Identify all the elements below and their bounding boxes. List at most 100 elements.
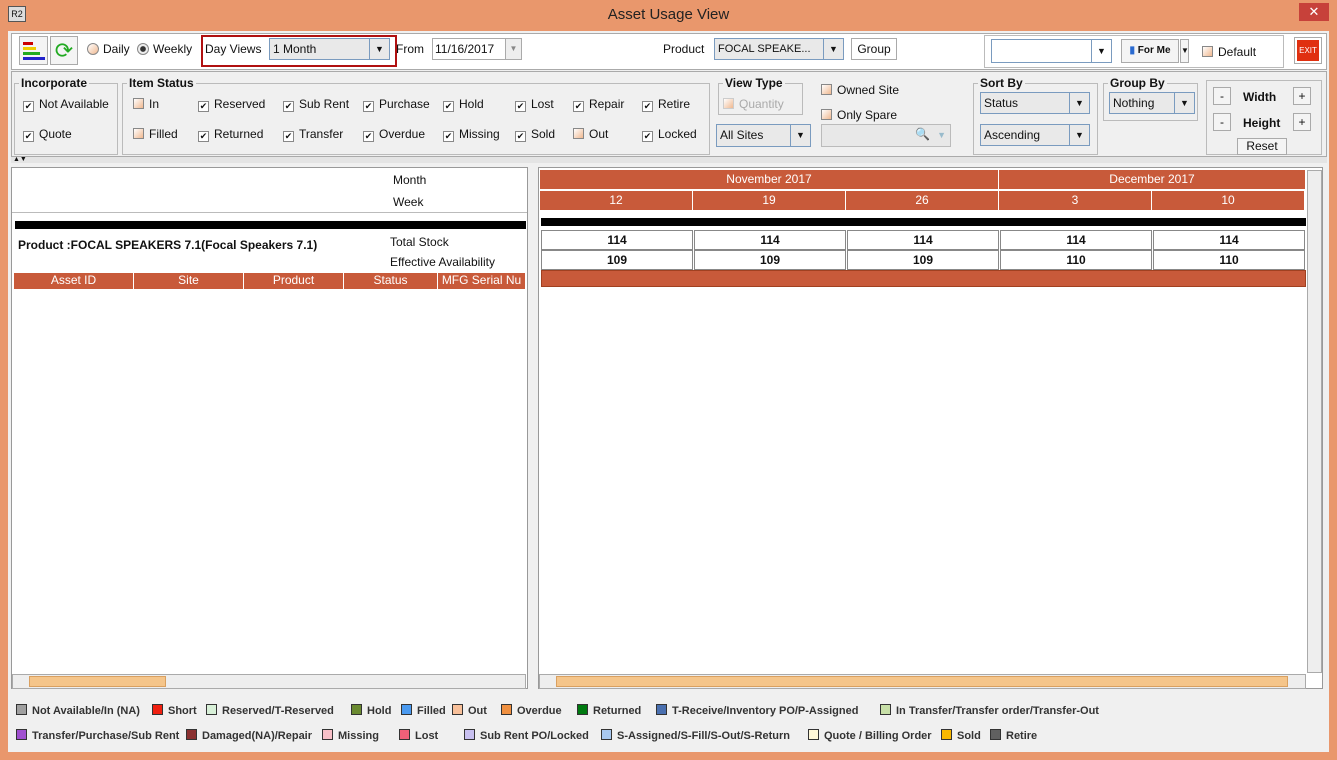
group-button[interactable]: Group	[851, 38, 897, 60]
status-checkbox[interactable]: ✔ Lost	[515, 97, 554, 112]
save-icon: ▮	[1129, 45, 1135, 56]
checkbox-label: Hold	[459, 97, 484, 111]
only-spare-checkbox[interactable]: Only Spare	[821, 108, 897, 122]
legend-item: T-Receive/Inventory PO/P-Assigned	[656, 704, 858, 717]
for-me-dropdown[interactable]: ▼	[1180, 39, 1189, 63]
status-checkbox[interactable]: ✔ Overdue	[363, 127, 426, 142]
column-header-asset-id[interactable]: Asset ID	[14, 273, 134, 289]
spare-select[interactable]: 🔍 ▼	[821, 124, 951, 147]
column-header-site[interactable]: Site	[134, 273, 244, 289]
preset-select[interactable]: ▼	[991, 39, 1112, 63]
sites-select[interactable]: All Sites ▼	[716, 124, 811, 147]
chevron-down-icon: ▼	[790, 125, 810, 146]
status-checkbox[interactable]: ✔ Missing	[443, 127, 500, 142]
from-date-input[interactable]: 11/16/2017 ▼	[432, 38, 522, 60]
legend-label: Overdue	[517, 705, 562, 717]
height-plus-button[interactable]: +	[1293, 113, 1311, 131]
status-checkbox[interactable]: ✔ Locked	[642, 127, 697, 142]
incorporate-group: Incorporate	[14, 76, 118, 155]
column-header-mfg-serial[interactable]: MFG Serial Nu	[438, 273, 526, 289]
sort-order-select[interactable]: Ascending ▼	[980, 124, 1090, 146]
status-checkbox[interactable]: ✔ Sub Rent	[283, 97, 350, 112]
total-stock-cell: 114	[694, 230, 846, 250]
column-header-product[interactable]: Product	[244, 273, 344, 289]
status-checkbox[interactable]: ✔ Returned	[198, 127, 264, 142]
weekly-label: Weekly	[153, 42, 193, 56]
legend-swatch	[501, 704, 512, 715]
status-checkbox[interactable]: ✔ Retire	[642, 97, 691, 112]
legend-item: Transfer/Purchase/Sub Rent	[16, 729, 179, 742]
legend-label: Lost	[415, 730, 439, 742]
legend-item: In Transfer/Transfer order/Transfer-Out	[880, 704, 1099, 717]
sort-field-select[interactable]: Status ▼	[980, 92, 1090, 114]
owned-site-checkbox[interactable]: Owned Site	[821, 83, 899, 97]
status-checkbox[interactable]: Filled	[133, 127, 178, 141]
product-select[interactable]: FOCAL SPEAKE... ▼	[714, 38, 844, 60]
daily-radio[interactable]: Daily	[87, 42, 130, 56]
status-checkbox[interactable]: ✔ Purchase	[363, 97, 430, 112]
default-label: Default	[1218, 45, 1257, 59]
width-plus-button[interactable]: +	[1293, 87, 1311, 105]
column-header-status[interactable]: Status	[344, 273, 438, 289]
left-horizontal-scrollbar[interactable]	[12, 674, 526, 689]
checkbox-label: Filled	[149, 127, 178, 141]
legend-label: T-Receive/Inventory PO/P-Assigned	[672, 705, 859, 717]
right-vertical-scrollbar[interactable]	[1307, 170, 1322, 673]
width-minus-button[interactable]: -	[1213, 87, 1231, 105]
product-label: Product	[663, 42, 705, 56]
status-checkbox[interactable]: ✔ Sold	[515, 127, 556, 142]
quantity-checkbox[interactable]: Quantity	[723, 97, 784, 111]
week-header: 26	[846, 191, 999, 210]
incorporate-title: Incorporate	[19, 76, 90, 90]
status-checkbox[interactable]: ✔ Hold	[443, 97, 484, 112]
usage-bar	[541, 270, 1306, 287]
availability-cell: 110	[1153, 250, 1305, 270]
exit-button[interactable]: EXIT	[1294, 37, 1322, 64]
date-dropdown-icon[interactable]: ▼	[505, 39, 521, 59]
checkbox-label: Repair	[589, 97, 625, 111]
total-stock-cell: 114	[541, 230, 693, 250]
legend-item: Missing	[322, 729, 379, 742]
legend-label: Short	[168, 705, 197, 717]
default-checkbox[interactable]: Default	[1202, 45, 1256, 59]
legend-item: Not Available/In (NA)	[16, 704, 140, 717]
legend-item: S-Assigned/S-Fill/S-Out/S-Return	[601, 729, 790, 742]
daily-label: Daily	[103, 42, 130, 56]
close-button[interactable]: ✕	[1299, 3, 1329, 21]
legend-item: Quote / Billing Order	[808, 729, 932, 742]
exit-icon: EXIT	[1297, 40, 1319, 61]
status-checkbox[interactable]: ✔ Reserved	[198, 97, 266, 112]
checkbox-label: Purchase	[379, 97, 430, 111]
group-by-value: Nothing	[1113, 96, 1155, 110]
height-minus-button[interactable]: -	[1213, 113, 1231, 131]
splitter-handle[interactable]: ▲▼	[11, 156, 1327, 163]
status-checkbox[interactable]: In	[133, 97, 159, 111]
incorporate-checkbox[interactable]: ✔ Not Available	[23, 97, 109, 112]
legend-item: Lost	[399, 729, 438, 742]
legend-item: Retire	[990, 729, 1037, 742]
group-by-select[interactable]: Nothing ▼	[1109, 92, 1195, 114]
item-status-title: Item Status	[127, 76, 196, 90]
day-views-select[interactable]: 1 Month ▼	[269, 38, 390, 60]
week-header: 12	[540, 191, 693, 210]
sort-field-value: Status	[984, 96, 1019, 110]
checkbox-label: Quote	[39, 127, 72, 141]
reset-button[interactable]: Reset	[1237, 138, 1287, 155]
chevron-down-icon: ▼	[369, 39, 389, 59]
week-header: 3	[999, 191, 1152, 210]
refresh-button[interactable]: ⟳	[50, 36, 78, 65]
incorporate-checkbox[interactable]: ✔ Quote	[23, 127, 72, 142]
total-stock-label: Total Stock	[390, 235, 449, 249]
weekly-radio[interactable]: Weekly	[137, 42, 192, 56]
right-horizontal-scrollbar[interactable]	[539, 674, 1306, 689]
legend-chart-button[interactable]	[19, 36, 48, 65]
status-checkbox[interactable]: ✔ Transfer	[283, 127, 344, 142]
checkbox-label: Transfer	[299, 127, 344, 141]
sort-order-value: Ascending	[984, 128, 1041, 142]
legend-swatch	[322, 729, 333, 740]
status-checkbox[interactable]: ✔ Repair	[573, 97, 625, 112]
status-checkbox[interactable]: Out	[573, 127, 608, 141]
checkbox-label: Sub Rent	[299, 97, 350, 111]
save-for-me-button[interactable]: ▮ For Me	[1121, 39, 1179, 63]
week-header: 10	[1152, 191, 1305, 210]
